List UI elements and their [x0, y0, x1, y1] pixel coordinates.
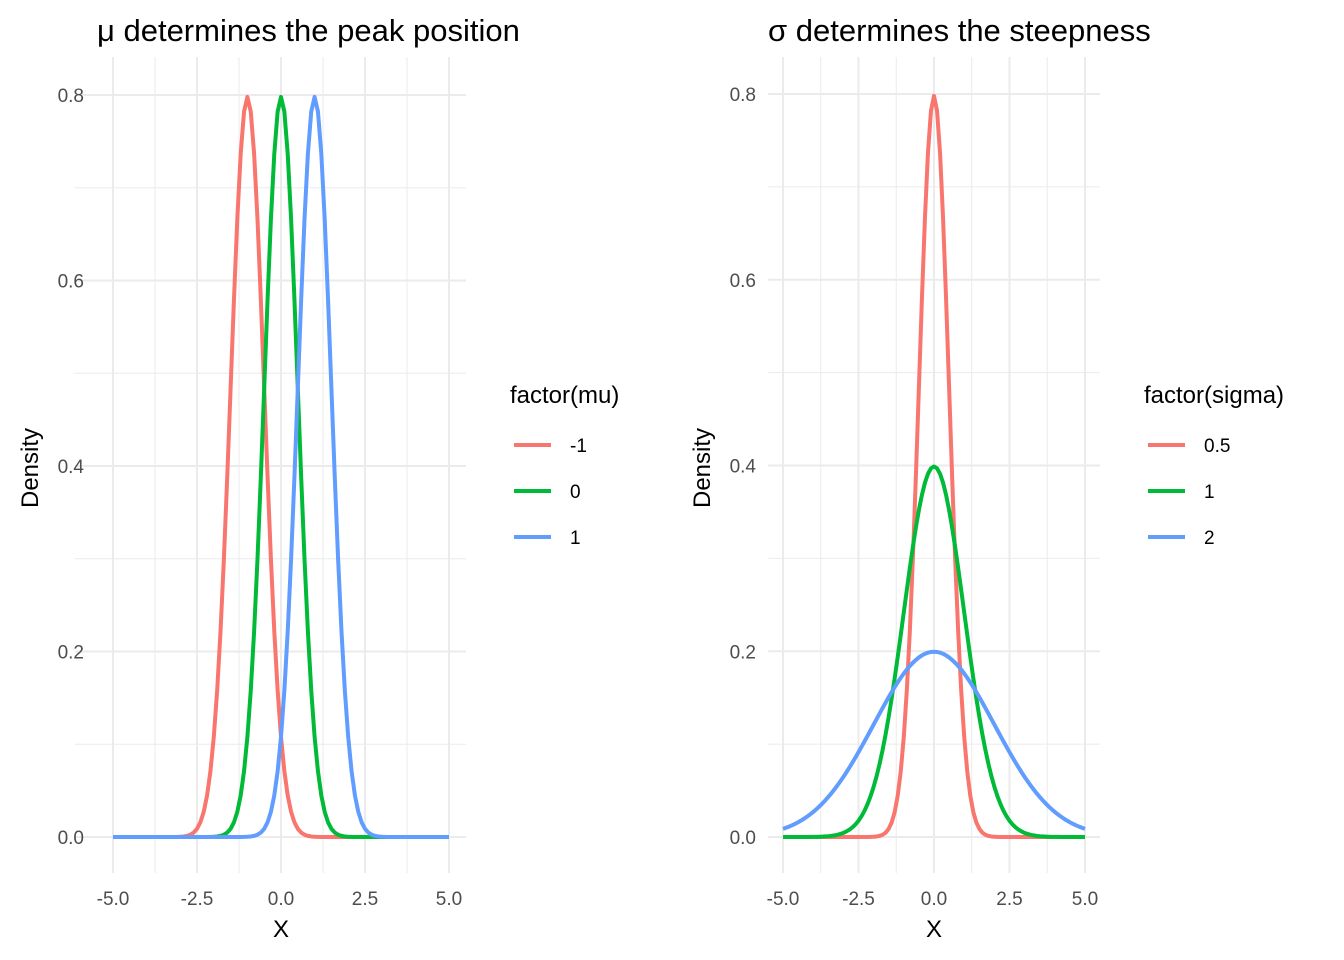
x-tick-label: -2.5 [842, 889, 875, 910]
y-tick-label: 0.4 [730, 457, 757, 478]
curves [782, 93, 1086, 839]
legend-label: 2 [1204, 528, 1215, 549]
chart-title: μ determines the peak position [97, 13, 520, 48]
x-tick-label: 2.5 [996, 889, 1022, 910]
legend-item: 2 [1148, 528, 1215, 549]
y-tick-label: 0.0 [58, 828, 84, 849]
panel-sigma: σ determines the steepness 0.00.20.40.60… [689, 13, 1284, 943]
legend-label: 0.5 [1204, 436, 1230, 457]
y-axis-title: Density [689, 428, 716, 508]
y-tick-label: 0.2 [58, 643, 84, 664]
x-tick-label: 0.0 [921, 889, 947, 910]
legend-item: -1 [514, 436, 587, 457]
y-tick-label: 0.8 [730, 85, 756, 106]
legend-title: factor(sigma) [1144, 382, 1284, 409]
x-tick-labels: -5.0 -2.5 0.0 2.5 5.0 [767, 889, 1099, 910]
x-tick-label: 0.0 [268, 889, 294, 910]
legend-item: 0.5 [1148, 436, 1230, 457]
legend-title: factor(mu) [510, 382, 619, 409]
legend-label: -1 [570, 436, 587, 457]
series-line-1 [113, 94, 449, 839]
x-axis-title: X [926, 916, 942, 943]
legend-item: 1 [1148, 482, 1215, 503]
legend: factor(mu) -1 0 1 [510, 382, 619, 549]
y-tick-labels: 0.0 0.2 0.4 0.6 0.8 [58, 86, 85, 849]
grid [75, 57, 466, 873]
y-tick-label: 0.6 [730, 271, 756, 292]
legend-item: 0 [514, 482, 581, 503]
panel-mu: μ determines the peak position 0.0 0.2 0.4… [17, 13, 619, 943]
x-tick-label: -5.0 [767, 889, 800, 910]
y-tick-label: 0.0 [730, 828, 756, 849]
x-tick-label: -2.5 [181, 889, 214, 910]
legend: factor(sigma) 0.5 1 2 [1144, 382, 1284, 549]
x-tick-label: 2.5 [352, 889, 378, 910]
x-tick-label: 5.0 [436, 889, 462, 910]
chart-title: σ determines the steepness [768, 13, 1151, 48]
x-tick-label: 5.0 [1072, 889, 1098, 910]
x-axis-title: X [273, 916, 289, 943]
x-tick-label: -5.0 [97, 889, 130, 910]
series-line-2 [782, 649, 1086, 831]
y-axis-title: Density [17, 428, 44, 508]
y-tick-label: 0.4 [58, 457, 85, 478]
y-tick-label: 0.2 [730, 642, 756, 663]
legend-label: 1 [570, 528, 581, 549]
curves [113, 94, 449, 839]
y-tick-label: 0.6 [58, 272, 84, 293]
y-tick-labels: 0.0 0.2 0.4 0.6 0.8 [730, 85, 757, 849]
x-tick-labels: -5.0 -2.5 0.0 2.5 5.0 [97, 889, 463, 910]
series-line-1 [783, 464, 1085, 839]
legend-item: 1 [514, 528, 581, 549]
legend-label: 0 [570, 482, 581, 503]
legend-label: 1 [1204, 482, 1215, 503]
y-tick-label: 0.8 [58, 86, 84, 107]
